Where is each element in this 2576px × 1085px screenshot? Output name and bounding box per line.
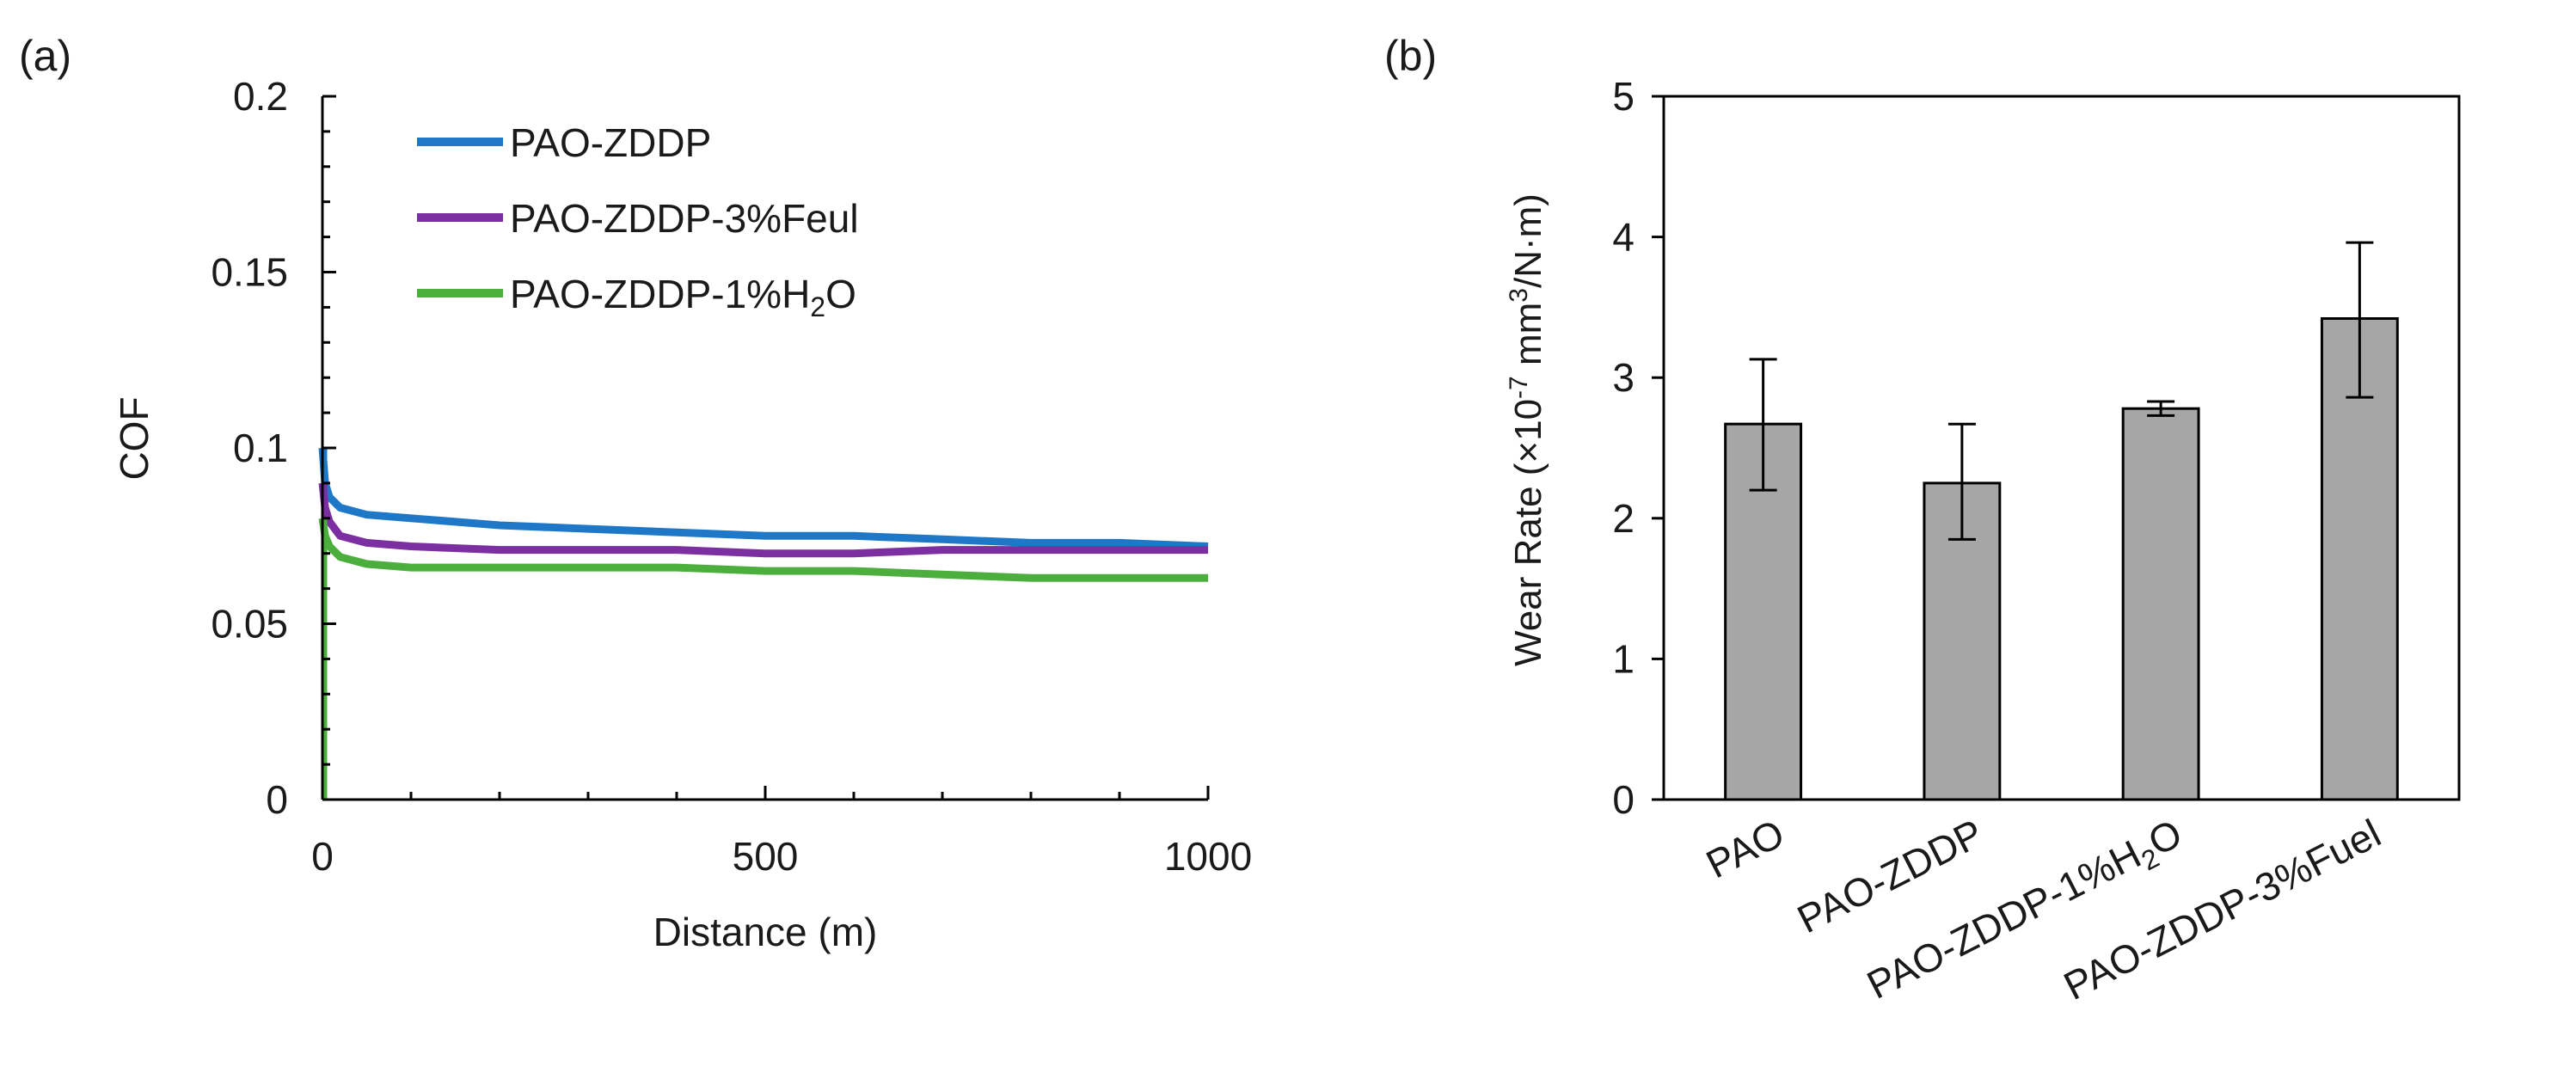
y-tick-label: 4: [1612, 215, 1635, 260]
legend-text-tail: O: [825, 272, 856, 316]
panel-a-y-axis-title: COF: [112, 396, 156, 480]
y-tick-label: 0.05: [211, 602, 288, 647]
panel-a-label: (a): [19, 32, 71, 80]
x-tick-label: 500: [733, 834, 799, 879]
y-title-part-2: mm: [1507, 303, 1549, 377]
y-title-part-1: Wear Rate (×10: [1507, 399, 1549, 666]
plot-frame: [1662, 95, 2461, 801]
y-tick-label: 0.15: [211, 250, 288, 295]
panel-b-wear-rate-chart: (b) 012345PAOPAO-ZDDPPAO-ZDDP-1%H2OPAO-Z…: [1384, 32, 2461, 1008]
y-tick-label: 0.1: [233, 426, 288, 470]
y-title-sup-2: 3: [1505, 288, 1533, 303]
series-line-2: [318, 518, 1208, 582]
category-text: PAO-ZDDP-3%Fuel: [2057, 811, 2388, 1008]
category-label-3: PAO-ZDDP-3%Fuel: [2057, 811, 2388, 1008]
y-title-part-3: /N·m): [1507, 193, 1549, 288]
y-tick-label: 0: [266, 777, 288, 822]
y-tick-label: 0.2: [233, 74, 288, 119]
legend-subscript: 2: [810, 291, 825, 322]
x-tick-label: 0: [311, 834, 334, 879]
bar-3: [2320, 316, 2399, 801]
legend-label-0: PAO-ZDDP: [510, 120, 711, 165]
panel-a-x-axis-title: Distance (m): [653, 910, 878, 954]
y-tick-label: 2: [1612, 496, 1635, 541]
legend-text: PAO-ZDDP-1%H: [510, 272, 810, 316]
series-line-0: [318, 447, 1209, 550]
bar-2: [2121, 407, 2200, 801]
panel-b-y-axis-title: Wear Rate (×10-7 mm3/N·m): [1505, 193, 1549, 666]
panel-b-label: (b): [1384, 32, 1437, 80]
legend-label-1: PAO-ZDDP-3%Feul: [510, 196, 859, 241]
y-tick-label: 3: [1612, 355, 1635, 400]
panel-a-cof-chart: (a) 0 0.05 0.1 0.15 0.2 0 500 1000 PAO-ZDDP PAO-Z…: [19, 32, 1252, 954]
legend-text: PAO-ZDDP-3%Feul: [510, 196, 859, 241]
legend-label-2: PAO-ZDDP-1%H2O: [510, 272, 856, 322]
category-text: PAO: [1699, 811, 1791, 887]
bar-1: [1923, 481, 2002, 801]
y-tick-label: 5: [1612, 74, 1635, 119]
legend-text: PAO-ZDDP: [510, 120, 711, 165]
panel-b-plot-area: 012345PAOPAO-ZDDPPAO-ZDDP-1%H2OPAO-ZDDP-…: [1612, 74, 2461, 1008]
series-line-1: [318, 482, 1208, 558]
y-tick-label: 1: [1612, 636, 1635, 681]
x-tick-label: 1000: [1164, 834, 1252, 879]
panel-a-plot-area: 0 0.05 0.1 0.15 0.2 0 500 1000 PAO-ZDDP PAO-ZDDP-…: [211, 74, 1252, 879]
y-tick-label: 0: [1612, 777, 1635, 822]
category-label-0: PAO: [1699, 811, 1791, 887]
y-title-sup-1: -7: [1505, 376, 1533, 399]
